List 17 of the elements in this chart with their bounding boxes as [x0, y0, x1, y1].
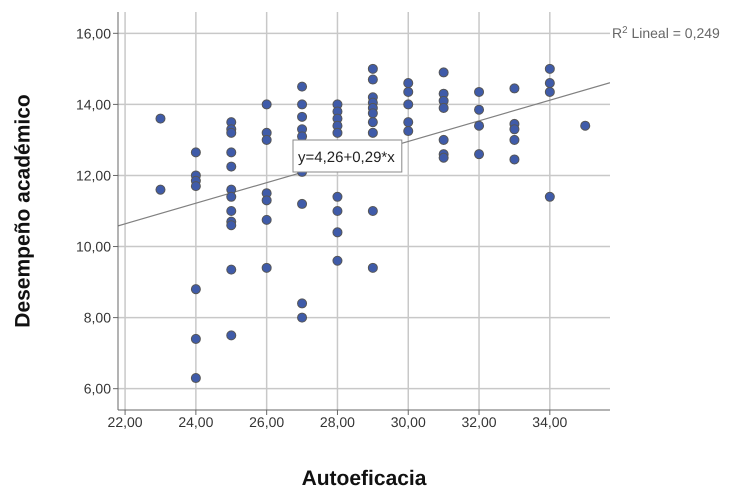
x-tick-label: 30,00	[390, 414, 426, 430]
x-tick-label: 32,00	[462, 414, 497, 430]
text: R$^{2}$ Lineal = 0,249	[612, 24, 720, 41]
x-axis-title: Autoeficacia	[302, 467, 427, 490]
y-tick-label: 6,00	[84, 380, 112, 397]
y-tick-label: 8,00	[84, 310, 112, 326]
x-tick-label: 26,00	[249, 414, 284, 430]
y-tick-label: 14,00	[76, 96, 112, 112]
x-tick-label: 24,00	[178, 414, 214, 430]
y-tick-label: 12,00	[76, 167, 112, 184]
y-axis-title: Desempeño académico	[11, 94, 34, 328]
x-tick-label: 28,00	[320, 414, 356, 430]
x-tick-label: 22,00	[108, 414, 143, 430]
y-tick-label: 10,00	[76, 238, 112, 255]
y-tick-label: 16,00	[76, 25, 112, 42]
x-tick-label: 34,00	[532, 414, 568, 430]
annotation: y=4,26+0,29*x	[298, 149, 396, 166]
